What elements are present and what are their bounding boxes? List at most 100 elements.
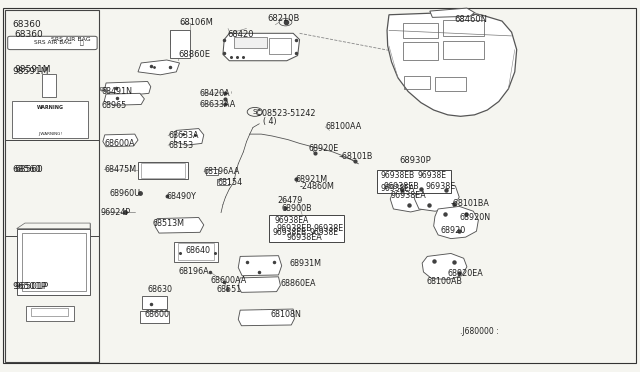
Polygon shape xyxy=(238,277,280,292)
Text: 96938EA: 96938EA xyxy=(287,232,323,242)
Text: 68965: 68965 xyxy=(102,101,127,110)
Text: 68960U: 68960U xyxy=(109,189,140,198)
Text: 68860E: 68860E xyxy=(178,50,210,59)
Text: J.WARNING!: J.WARNING! xyxy=(38,132,62,136)
Bar xyxy=(269,215,344,242)
Polygon shape xyxy=(422,253,467,279)
Polygon shape xyxy=(387,13,516,116)
Text: 68106M: 68106M xyxy=(179,19,213,28)
Text: 68860EA: 68860EA xyxy=(280,279,316,288)
Text: 26479: 26479 xyxy=(278,196,303,205)
Text: 96938E: 96938E xyxy=(417,171,446,180)
Polygon shape xyxy=(434,206,478,238)
Text: 96938EA: 96938EA xyxy=(274,216,308,225)
Text: 68551: 68551 xyxy=(216,285,242,294)
Text: 68921M: 68921M xyxy=(296,175,328,184)
Polygon shape xyxy=(430,8,474,17)
Polygon shape xyxy=(223,33,300,61)
Polygon shape xyxy=(238,309,294,326)
Text: 68600AA: 68600AA xyxy=(210,276,246,285)
Bar xyxy=(216,179,229,185)
Text: 68560: 68560 xyxy=(12,165,41,174)
Bar xyxy=(269,38,291,54)
Text: 96938EB: 96938EB xyxy=(272,228,306,237)
Text: ©08523-51242: ©08523-51242 xyxy=(255,109,316,118)
Text: 68920: 68920 xyxy=(440,226,465,235)
Text: 96938EB: 96938EB xyxy=(384,182,420,191)
Text: .J680000 :: .J680000 : xyxy=(461,327,499,336)
Polygon shape xyxy=(104,81,151,95)
Text: 68600: 68600 xyxy=(145,311,170,320)
Text: 96938E: 96938E xyxy=(426,182,456,191)
Bar xyxy=(143,296,167,309)
Polygon shape xyxy=(238,256,282,276)
Text: 68100AA: 68100AA xyxy=(325,122,362,131)
Bar xyxy=(234,37,267,48)
Text: 96924P: 96924P xyxy=(100,208,131,217)
Text: 68633AA: 68633AA xyxy=(200,100,236,109)
Text: 68920E: 68920E xyxy=(308,144,339,153)
FancyBboxPatch shape xyxy=(8,36,97,49)
Bar xyxy=(403,42,438,60)
Text: 68900B: 68900B xyxy=(282,204,312,213)
Polygon shape xyxy=(103,134,138,147)
Text: 68460N: 68460N xyxy=(454,15,487,24)
Polygon shape xyxy=(17,229,90,295)
Text: 68100AB: 68100AB xyxy=(426,277,462,286)
Bar xyxy=(206,169,218,175)
Text: 68153: 68153 xyxy=(168,141,193,150)
Text: 68640: 68640 xyxy=(186,246,211,255)
Bar xyxy=(4,10,99,362)
Text: 96938EA: 96938EA xyxy=(380,184,414,193)
Text: -68101BA: -68101BA xyxy=(451,199,490,208)
Text: 68108N: 68108N xyxy=(270,311,301,320)
Polygon shape xyxy=(104,93,145,105)
Text: WARNING: WARNING xyxy=(36,105,63,110)
Text: 68633A: 68633A xyxy=(168,131,198,140)
Text: 96938E: 96938E xyxy=(314,224,344,233)
Text: 68600A: 68600A xyxy=(104,138,134,148)
Text: -68101B: -68101B xyxy=(339,152,372,161)
Bar xyxy=(141,163,184,178)
Text: 96938E: 96938E xyxy=(309,228,338,237)
Text: 68931M: 68931M xyxy=(289,259,321,268)
Text: 68920EA: 68920EA xyxy=(448,269,483,278)
Bar xyxy=(403,23,438,38)
Bar xyxy=(170,31,190,58)
Bar xyxy=(26,307,74,321)
Text: 68360: 68360 xyxy=(15,30,44,39)
Text: 68360: 68360 xyxy=(12,20,41,29)
Bar xyxy=(140,311,169,323)
Text: 96938EB: 96938EB xyxy=(380,171,414,180)
Text: 68210B: 68210B xyxy=(268,14,300,23)
Bar xyxy=(138,161,188,179)
Text: S: S xyxy=(253,109,257,115)
Bar xyxy=(42,74,56,97)
Polygon shape xyxy=(174,129,204,145)
Bar xyxy=(100,87,106,90)
Text: SRS AIR BAG: SRS AIR BAG xyxy=(51,37,90,42)
Text: 96501P: 96501P xyxy=(15,282,49,291)
Bar xyxy=(435,77,466,92)
Text: 68560: 68560 xyxy=(15,165,44,174)
Text: 68420: 68420 xyxy=(227,29,254,39)
Text: 68490Y: 68490Y xyxy=(167,192,196,201)
Text: 96501P: 96501P xyxy=(12,282,46,291)
Text: ⚿: ⚿ xyxy=(80,40,84,46)
Polygon shape xyxy=(138,60,179,75)
Text: 96938EA: 96938EA xyxy=(390,191,426,200)
Text: 68513M: 68513M xyxy=(153,219,185,228)
Text: 68154: 68154 xyxy=(218,178,243,187)
Text: 68196A: 68196A xyxy=(178,267,209,276)
Bar xyxy=(178,243,214,260)
Text: SRS AIR BAG: SRS AIR BAG xyxy=(33,41,71,45)
Polygon shape xyxy=(390,183,434,212)
Text: 68491N: 68491N xyxy=(102,87,132,96)
Bar xyxy=(404,76,430,89)
Text: 68920N: 68920N xyxy=(460,213,490,222)
Polygon shape xyxy=(156,218,204,233)
Text: 68420A: 68420A xyxy=(200,89,230,98)
Text: 98591M: 98591M xyxy=(15,65,51,74)
Text: 68630: 68630 xyxy=(148,285,173,294)
Text: 68196AA: 68196AA xyxy=(204,167,240,176)
